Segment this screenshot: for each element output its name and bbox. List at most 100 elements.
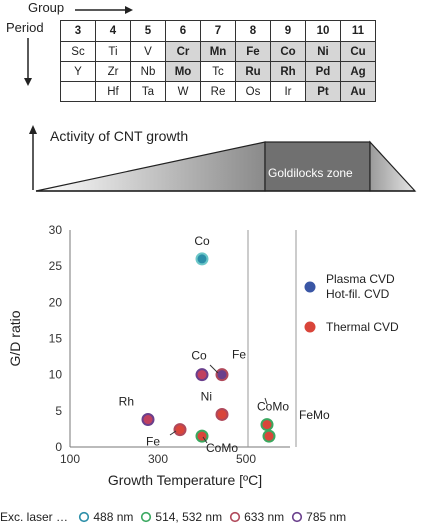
data-point [195,368,209,382]
x-tick-label: 500 [236,452,256,466]
element-cell: Nb [130,61,166,82]
element-cell: Tc [200,61,236,82]
legend-plasma-cvd: Plasma CVD [326,272,395,286]
element-cell: Ni [305,41,341,62]
label-leader-line [169,430,177,436]
element-cell: Cu [340,41,376,62]
group-header-cell: 9 [270,20,306,42]
element-cell: Au [340,81,376,102]
data-point-label: FeMo [299,408,330,422]
group-arrow-icon [75,6,133,14]
element-cell: Ta [130,81,166,102]
data-point-label: CoMo [206,441,238,455]
group-header-cell: 6 [165,20,201,42]
y-tick-label: 10 [49,368,63,382]
data-point-label: Fe [146,435,160,449]
data-point [141,413,155,427]
element-cell: Mo [165,61,201,82]
legend-hotfil-cvd: Hot-fil. CVD [326,287,390,301]
data-point-label: Ni [201,389,212,403]
element-cell: Sc [60,41,96,62]
group-header-row: 3 4 5 6 7 8 9 10 11 [60,20,376,42]
element-cell: Os [235,81,271,102]
laser-legend-item: 633 nm [229,510,284,524]
data-point [195,429,209,443]
y-tick-label: 0 [55,440,62,454]
group-header-cell: 3 [60,20,96,42]
element-cell: V [130,41,166,62]
laser-ring-icon [79,511,90,523]
y-tick-label: 20 [49,295,63,309]
periodic-row: Y Zr Nb Mo Tc Ru Rh Pd Ag [60,61,376,82]
x-tick-label: 300 [148,452,168,466]
element-cell: Ag [340,61,376,82]
element-cell: Re [200,81,236,102]
laser-legend-item: 514, 532 nm [140,510,222,524]
element-cell: Mn [200,41,236,62]
element-cell: Pd [305,61,341,82]
element-cell: Ru [235,61,271,82]
periodic-table: 3 4 5 6 7 8 9 10 11 Sc Ti V Cr Mn Fe Co Ni Cu Y Zr Nb Mo Tc Ru… [60,20,376,102]
data-point-label: Rh [119,395,134,409]
data-point [262,429,276,443]
data-point-label: Co [194,234,210,248]
data-point-label: CoMo [257,400,289,414]
y-axis-title: G/D ratio [7,310,23,366]
laser-ring-icon [292,511,303,523]
laser-legend-item: 785 nm [291,510,346,524]
element-cell: Y [60,61,96,82]
element-cell: Pt [305,81,341,102]
data-point [215,368,229,382]
element-cell: Hf [95,81,131,102]
element-cell [60,81,96,102]
data-point [195,252,209,266]
periodic-row: Hf Ta W Re Os Ir Pt Au [60,81,376,102]
plasma-marker [304,281,316,293]
x-tick-label: 100 [60,452,80,466]
group-header-cell: 8 [235,20,271,42]
group-header-cell: 10 [305,20,341,42]
activity-arrowhead-icon [29,125,37,134]
laser-ring-icon [230,511,241,523]
laser-label: 785 nm [306,510,347,524]
element-cell: Rh [270,61,306,82]
group-label: Group [28,0,65,15]
element-cell: W [165,81,201,102]
data-point-label: Co [191,349,207,363]
element-cell: Cr [165,41,201,62]
period-label: Period [6,20,44,35]
activity-diagram [29,125,417,192]
group-header-cell: 7 [200,20,236,42]
laser-legend: Exc. laser … 488 nm 514, 532 nm 633 nm 785 … [0,510,346,524]
laser-ring-icon [141,511,152,523]
data-point [215,407,229,421]
group-header-cell: 4 [95,20,131,42]
x-axis-title: Growth Temperature [ºC] [108,472,262,488]
label-leader-line [202,436,208,444]
laser-legend-prefix: Exc. laser … [0,510,69,524]
group-header-cell: 5 [130,20,166,42]
element-cell: Ir [270,81,306,102]
data-point [260,418,274,432]
period-arrow-icon [24,38,32,86]
group-header-cell: 11 [340,20,376,42]
data-point [173,423,187,437]
thermal-marker [304,321,316,333]
y-tick-label: 30 [49,223,63,237]
laser-label: 488 nm [93,510,134,524]
y-tick-label: 15 [49,332,63,346]
y-tick-label: 5 [55,404,62,418]
laser-legend-item: 488 nm [78,510,133,524]
legend-thermal-cvd: Thermal CVD [326,320,399,334]
laser-label: 633 nm [244,510,285,524]
goldilocks-zone-label: Goldilocks zone [268,166,353,180]
element-cell: Co [270,41,306,62]
periodic-row: Sc Ti V Cr Mn Fe Co Ni Cu [60,41,376,62]
activity-ramp-down [369,140,417,192]
data-point-label: Fe [232,348,246,362]
element-cell: Zr [95,61,131,82]
scatter-chart: 0 5 10 15 20 25 30 100 300 500 Growth Temperature … [7,223,330,488]
label-leader-line [264,397,268,405]
element-cell: Fe [235,41,271,62]
label-leader-line [209,364,219,374]
